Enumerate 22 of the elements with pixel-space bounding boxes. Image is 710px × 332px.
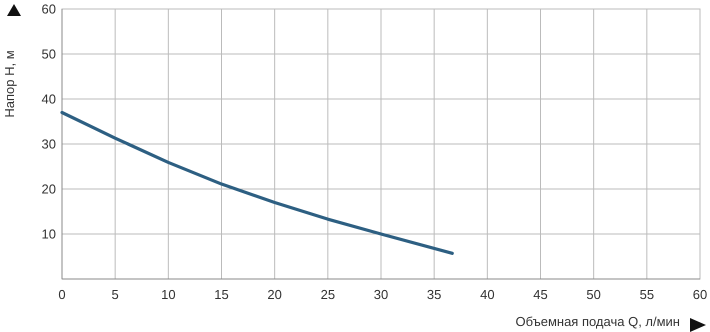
x-tick-label: 10 <box>161 287 176 302</box>
x-tick-label: 0 <box>58 287 66 302</box>
x-tick-label: 55 <box>640 287 654 302</box>
y-tick-label: 60 <box>42 2 56 17</box>
y-tick-label: 20 <box>42 182 56 197</box>
x-tick-label: 45 <box>533 287 548 302</box>
y-tick-label: 40 <box>42 92 56 107</box>
x-tick-label: 35 <box>426 287 442 302</box>
x-tick-label: 30 <box>374 287 388 302</box>
y-axis-title: Напор H, м <box>2 50 17 118</box>
x-tick-label: 50 <box>586 287 601 302</box>
y-tick-label: 50 <box>42 46 56 62</box>
x-tick-label: 20 <box>267 287 282 302</box>
x-axis-title: Объемная подача Q, л/мин <box>515 314 680 329</box>
y-tick-label: 10 <box>42 226 56 242</box>
x-tick-label: 60 <box>692 287 708 302</box>
x-tick-label: 25 <box>320 287 336 302</box>
x-tick-label: 5 <box>112 287 119 302</box>
x-tick-label: 15 <box>214 287 229 302</box>
line-series <box>60 110 454 255</box>
x-tick-label: 40 <box>480 287 495 302</box>
y-tick-label: 30 <box>42 136 56 152</box>
